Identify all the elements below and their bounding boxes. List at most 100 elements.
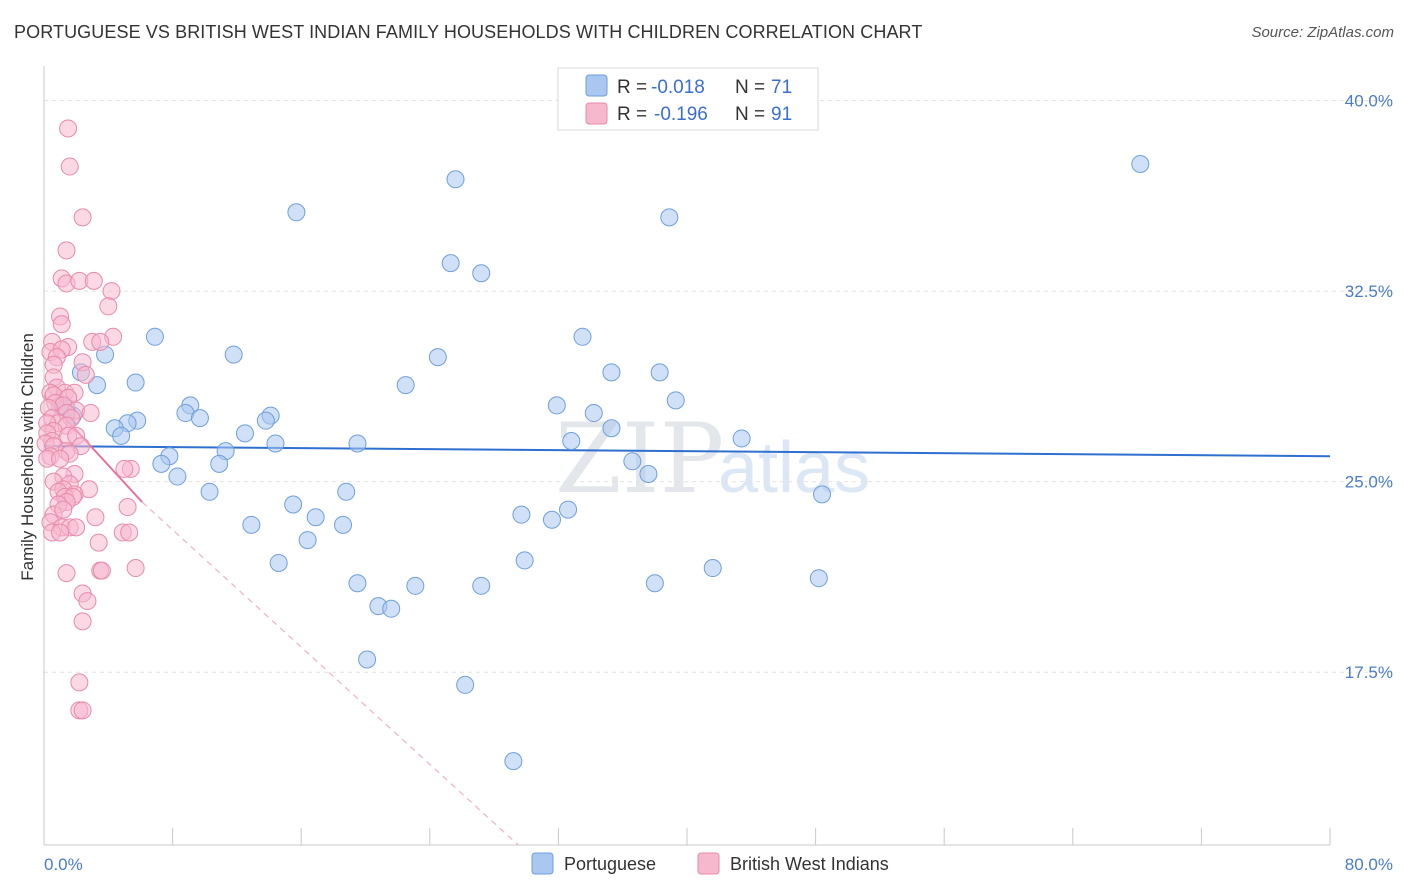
point-british-west-indians <box>126 559 145 578</box>
legend-r-label-1: R = <box>617 77 647 98</box>
correlation-legend: R = -0.018 N = 71 R = -0.196 N = 91 <box>557 67 819 131</box>
legend-n-value-1: 71 <box>771 77 792 98</box>
point-portuguese <box>515 551 534 570</box>
point-portuguese <box>337 482 356 501</box>
point-portuguese <box>645 574 664 593</box>
point-portuguese <box>602 363 621 382</box>
point-british-west-indians <box>73 612 92 631</box>
point-british-west-indians <box>78 592 97 611</box>
point-portuguese <box>284 495 303 514</box>
series-swatch-british-west-indians <box>697 852 720 875</box>
point-portuguese <box>666 391 685 410</box>
point-portuguese <box>306 508 325 527</box>
point-portuguese <box>406 576 425 595</box>
series-swatch-portuguese <box>531 852 554 875</box>
point-portuguese <box>348 434 367 453</box>
point-british-west-indians <box>51 449 70 468</box>
y-tick-label: 17.5% <box>1345 663 1393 682</box>
legend-swatch-portuguese <box>585 74 608 97</box>
point-portuguese <box>269 553 288 572</box>
point-portuguese <box>472 576 491 595</box>
point-british-west-indians <box>73 208 92 227</box>
gridlines <box>44 99 1394 673</box>
point-british-west-indians <box>76 365 95 384</box>
point-portuguese <box>298 531 317 550</box>
series-legend: Portuguese British West Indians <box>531 852 889 875</box>
point-british-west-indians <box>51 523 70 542</box>
point-british-west-indians <box>89 533 108 552</box>
point-portuguese <box>152 454 171 473</box>
source-credit: Source: ZipAtlas.com <box>1251 24 1394 41</box>
point-portuguese <box>287 203 306 222</box>
point-portuguese <box>145 327 164 346</box>
trend-extension-line <box>141 501 519 846</box>
point-portuguese <box>623 452 642 471</box>
point-portuguese <box>88 376 107 395</box>
trend-line-portuguese <box>43 445 1331 458</box>
chart-title: PORTUGUESE VS BRITISH WEST INDIAN FAMILY… <box>14 22 923 42</box>
point-portuguese <box>256 411 275 430</box>
point-british-west-indians <box>60 157 79 176</box>
legend-r-value-2: -0.196 <box>654 104 708 125</box>
point-british-west-indians <box>54 500 73 519</box>
x-tick-labels: 0.0% 80.0% <box>44 855 1393 874</box>
point-portuguese <box>348 574 367 593</box>
point-portuguese <box>602 419 621 438</box>
point-portuguese <box>573 327 592 346</box>
point-british-west-indians <box>118 498 137 517</box>
point-portuguese <box>358 650 377 669</box>
point-british-west-indians <box>70 673 89 692</box>
point-british-west-indians <box>86 508 105 527</box>
y-tick-label: 40.0% <box>1345 91 1393 110</box>
point-british-west-indians <box>115 459 134 478</box>
point-portuguese <box>235 424 254 443</box>
point-portuguese <box>210 454 229 473</box>
point-british-west-indians <box>99 297 118 316</box>
point-british-west-indians <box>57 564 76 583</box>
point-portuguese <box>242 515 261 534</box>
legend-swatch-british-west-indians <box>585 102 608 125</box>
point-british-west-indians <box>59 119 78 138</box>
point-british-west-indians <box>73 701 92 720</box>
point-portuguese <box>660 208 679 227</box>
point-portuguese <box>472 264 491 283</box>
point-portuguese <box>650 363 669 382</box>
point-portuguese <box>504 752 523 771</box>
point-portuguese <box>703 559 722 578</box>
point-portuguese <box>446 170 465 189</box>
point-portuguese <box>190 409 209 428</box>
legend-r-value-1: -0.018 <box>651 77 705 98</box>
point-british-west-indians <box>120 523 139 542</box>
series-label-portuguese: Portuguese <box>564 854 656 874</box>
point-british-west-indians <box>91 332 110 351</box>
point-british-west-indians <box>57 241 76 260</box>
point-portuguese <box>428 348 447 367</box>
point-portuguese <box>382 599 401 618</box>
point-portuguese <box>396 376 415 395</box>
y-tick-labels: 40.0% 32.5% 25.0% 17.5% <box>1345 91 1393 682</box>
point-british-west-indians <box>52 315 71 334</box>
legend-n-value-2: 91 <box>771 104 792 125</box>
x-tick-label-min: 0.0% <box>44 855 83 874</box>
point-portuguese <box>732 429 751 448</box>
point-portuguese <box>441 254 460 273</box>
y-tick-label: 32.5% <box>1345 282 1393 301</box>
point-portuguese <box>1131 155 1150 174</box>
legend-n-label-1: N = <box>735 77 765 98</box>
y-axis-label: Family Households with Children <box>18 333 37 581</box>
y-tick-label: 25.0% <box>1345 473 1393 492</box>
legend-n-label-2: N = <box>735 104 765 125</box>
point-portuguese <box>112 426 131 445</box>
point-portuguese <box>639 465 658 484</box>
point-british-west-indians <box>67 518 86 537</box>
point-portuguese <box>200 482 219 501</box>
legend-r-label-2: R = <box>617 104 647 125</box>
point-british-west-indians <box>81 404 100 423</box>
point-portuguese <box>542 510 561 529</box>
point-portuguese <box>559 500 578 519</box>
data-points <box>36 119 1150 771</box>
point-british-west-indians <box>92 561 111 580</box>
point-portuguese <box>168 467 187 486</box>
point-portuguese <box>562 431 581 450</box>
